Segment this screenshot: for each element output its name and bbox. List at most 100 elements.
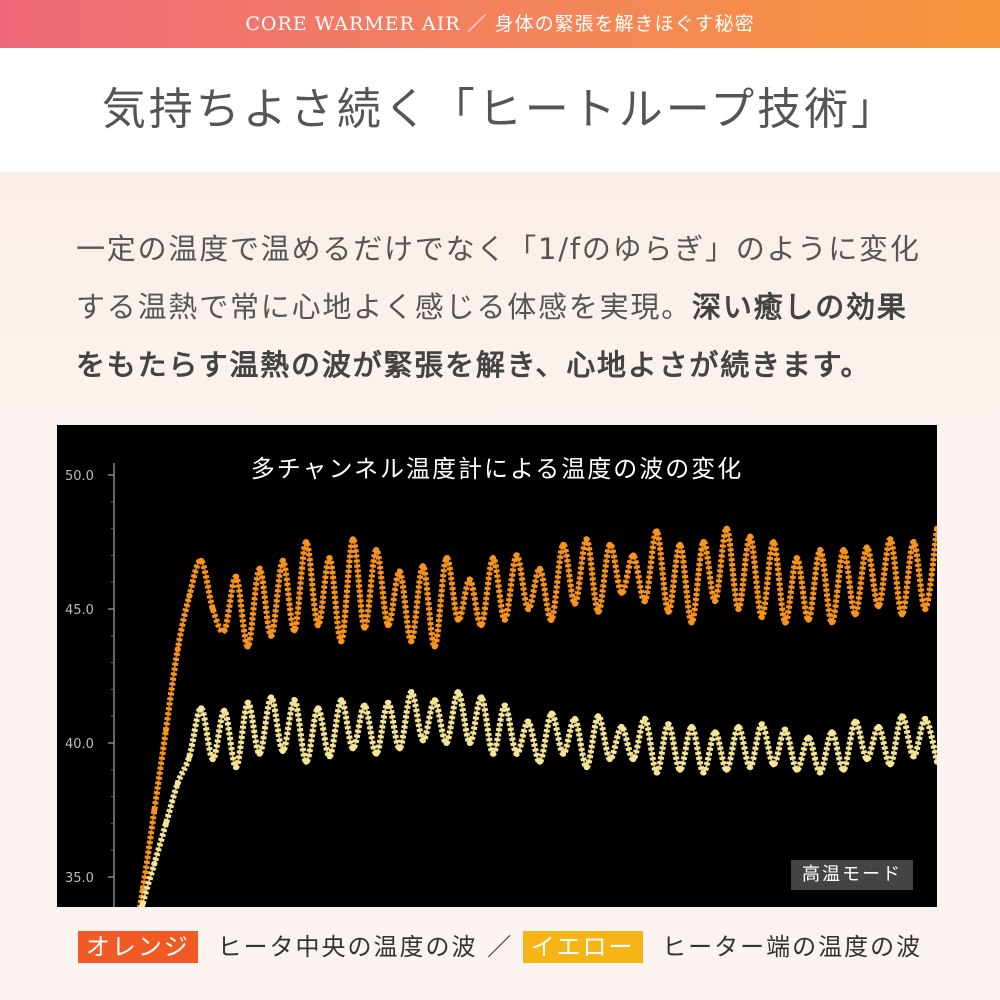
description-section: 一定の温度で温めるだけでなく「1/fのゆらぎ」のように変化 する温熱で常に心地よ…	[0, 172, 1000, 425]
yellow-point	[630, 756, 637, 763]
y-tick-label: 40.0	[65, 737, 94, 752]
yellow-point	[291, 697, 298, 704]
yellow-point	[723, 766, 730, 773]
yellow-point	[314, 705, 321, 712]
orange-point	[758, 614, 765, 620]
orange-point	[525, 606, 532, 612]
orange-point	[840, 547, 847, 553]
orange-point	[653, 528, 660, 535]
yellow-point	[642, 715, 648, 722]
yellow-point	[268, 694, 275, 701]
yellow-point	[326, 753, 333, 760]
orange-point	[186, 592, 193, 599]
orange-point	[291, 627, 298, 634]
yellow-point	[373, 750, 380, 757]
orange-point	[385, 622, 391, 629]
orange-point	[361, 624, 368, 631]
yellow-point	[443, 740, 450, 746]
orange-point	[279, 557, 286, 564]
yellow-point	[934, 758, 937, 765]
yellow-point	[606, 756, 613, 763]
series-yellow-core	[140, 691, 937, 907]
yellow-point	[653, 769, 660, 776]
yellow-point	[396, 745, 403, 752]
description-paragraph: 一定の温度で温めるだけでなく「1/fのゆらぎ」のように変化 する温熱で常に心地よ…	[76, 220, 936, 394]
orange-point	[583, 536, 590, 543]
orange-point	[665, 608, 672, 615]
orange-point	[163, 726, 169, 733]
orange-point	[349, 536, 356, 543]
yellow-point	[677, 766, 683, 773]
yellow-point	[536, 758, 543, 765]
orange-point	[910, 539, 917, 545]
yellow-point	[256, 750, 263, 757]
orange-point	[863, 544, 870, 551]
yellow-point	[805, 734, 812, 741]
orange-point	[805, 616, 812, 623]
orange-point	[338, 638, 345, 645]
orange-point	[268, 632, 275, 639]
yellow-point	[490, 750, 497, 757]
header-separator: ／	[467, 13, 488, 35]
y-tick-label: 50.0	[65, 469, 94, 484]
header-subtitle: 身体の緊張を解きほぐす秘密	[494, 13, 755, 35]
orange-point	[618, 589, 625, 596]
yellow-point	[700, 769, 707, 776]
yellow-point	[151, 860, 158, 867]
orange-point	[642, 598, 648, 604]
yellow-point	[793, 766, 800, 773]
yellow-point	[665, 721, 672, 728]
orange-point	[431, 643, 438, 650]
yellow-point	[747, 764, 754, 771]
orange-point	[244, 643, 251, 650]
yellow-point	[782, 726, 789, 733]
orange-point	[595, 608, 602, 615]
yellow-point	[595, 713, 602, 720]
yellow-point	[513, 750, 520, 757]
yellow-point	[163, 820, 169, 827]
temperature-chart: 50.0 45.0 40.0 35.0 多チャンネル温度計による温度の波の変化 高温モ…	[57, 425, 937, 907]
yellow-point	[875, 723, 882, 730]
orange-point	[198, 557, 205, 564]
orange-point	[478, 622, 485, 629]
orange-point	[922, 606, 929, 612]
orange-point	[408, 638, 415, 645]
chart-plot: 50.0 45.0 40.0 35.0	[65, 463, 937, 907]
yellow-point	[525, 718, 532, 725]
yellow-point	[174, 780, 181, 787]
orange-point	[677, 541, 683, 548]
yellow-point	[548, 710, 555, 717]
orange-point	[560, 541, 567, 548]
orange-point	[817, 547, 824, 553]
yellow-point	[385, 699, 391, 706]
yellow-point	[478, 694, 485, 701]
mode-badge: 高温モード	[791, 860, 913, 890]
yellow-point	[431, 697, 438, 704]
yellow-point	[899, 713, 905, 720]
yellow-point	[233, 764, 240, 771]
yellow-point	[338, 697, 345, 704]
yellow-point	[420, 737, 426, 744]
orange-point	[221, 627, 228, 634]
orange-point	[455, 616, 462, 623]
yellow-point	[688, 723, 695, 730]
orange-point	[513, 552, 520, 559]
description-line-2: する温熱で常に心地よく感じる体感を実現。	[76, 290, 693, 324]
yellow-point	[349, 745, 356, 752]
orange-point	[303, 539, 310, 545]
orange-point	[536, 565, 543, 572]
legend-yellow-text: ヒーター端の温度の波	[662, 933, 923, 961]
chart-title: 多チャンネル温度計による温度の波の変化	[250, 455, 744, 483]
orange-point	[256, 565, 263, 572]
orange-point	[735, 606, 742, 612]
yellow-point	[828, 729, 835, 736]
yellow-point	[583, 764, 590, 771]
description-bold-2: をもたらす温熱の波が緊張を解き、心地よさが続きます。	[76, 348, 872, 382]
yellow-point	[455, 689, 462, 696]
chart-legend: オレンジ ヒータ中央の温度の波 ／ イエロー ヒーター端の温度の波	[0, 927, 1000, 963]
orange-point	[793, 555, 800, 562]
legend-orange-tag: オレンジ	[77, 931, 198, 963]
yellow-point	[139, 900, 146, 907]
orange-point	[420, 563, 426, 570]
yellow-point	[887, 761, 894, 768]
